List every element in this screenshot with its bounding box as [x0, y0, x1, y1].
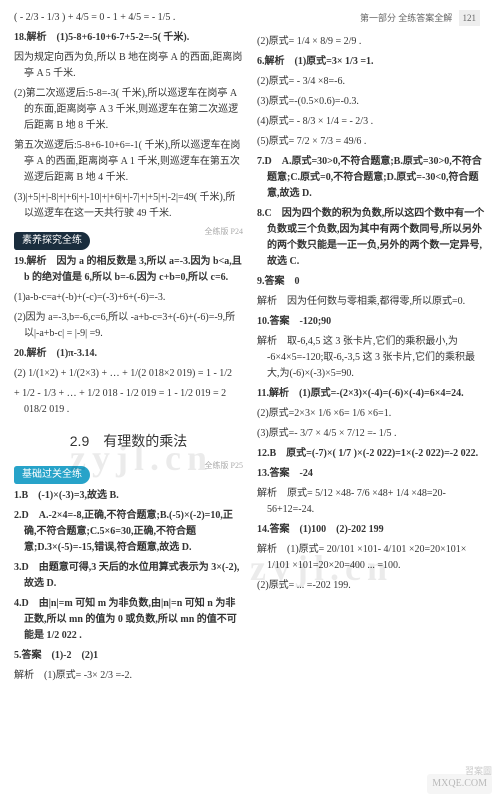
item-18: 18.解析 (1)5-8+6-10+6-7+5-2=-5( 千米). — [14, 30, 243, 46]
item-14: 14.答案 (1)100 (2)-202 199 — [257, 522, 486, 538]
item-number: 5.答案 (1)-2 (2)1 — [14, 650, 98, 661]
item-number: 14.答案 (1)100 (2)-202 199 — [257, 524, 384, 535]
item-6-s5: (5)原式= 7/2 × 7/3 = 49/6 . — [257, 134, 486, 150]
item-9: 9.答案 0 — [257, 274, 486, 290]
item-11: 11.解析 (1)原式=-(2×3)×(-4)=(-6)×(-4)=6×4=24… — [257, 386, 486, 402]
item-14-s2: (2)原式= ... =-202 199. — [257, 578, 486, 594]
item-3: 3.D 由题意可得,3 天后的水位用算式表示为 3×(-2),故选 D. — [14, 560, 243, 592]
item-5-s1: 解析 (1)原式= -3× 2/3 =-2. — [14, 668, 243, 684]
item-7: 7.D A.原式=30>0,不符合题意;B.原式=30>0,不符合题意;C.原式… — [257, 154, 486, 202]
item-4: 4.D 由|n|=m 可知 m 为非负数,由|n|=n 可知 n 为非正数,所以… — [14, 596, 243, 644]
item-20: 20.解析 (1)π-3.14. — [14, 346, 243, 362]
item-6: 6.解析 (1)原式=3× 1/3 =1. — [257, 54, 486, 70]
item-11-s3: (3)原式=- 3/7 × 4/5 × 7/12 =- 1/5 . — [257, 426, 486, 442]
item-6-s2: (2)原式= - 3/4 ×8=-6. — [257, 74, 486, 90]
item-11-s2: (2)原式=2×3× 1/6 ×6= 1/6 ×6=1. — [257, 406, 486, 422]
item-number: 11.解析 (1)原式=-(2×3)×(-4)=(-6)×(-4)=6×4=24… — [257, 388, 464, 399]
item-number: 10.答案 -120;90 — [257, 316, 331, 327]
item-number: 19.解析 因为 a 的相反数是 3,所以 a=-3.因为 b<a,且 b 的绝… — [14, 256, 242, 283]
item-number: 13.答案 -24 — [257, 468, 313, 479]
item-number: 20.解析 (1)π-3.14. — [14, 348, 97, 359]
page-header: 第一部分 全练答案全解 121 — [257, 10, 486, 26]
pageref-jichu: 全练版 P25 — [205, 460, 243, 473]
item-19-s1: (1)a-b-c=a+(-b)+(-c)=(-3)+6+(-6)=-3. — [14, 290, 243, 306]
item-number: 12.B 原式=(-7)×( 1/7 )×(-2 022)=1×(-2 022)… — [257, 448, 478, 459]
item-13-s1: 解析 原式= 5/12 ×48- 7/6 ×48+ 1/4 ×48=20-56+… — [257, 486, 486, 518]
item-18-p3: 第五次巡逻后:5-8+6-10+6=-1( 千米),所以巡逻车在岗亭 A 的西面… — [14, 138, 243, 186]
item-10: 10.答案 -120;90 — [257, 314, 486, 330]
item-number: 9.答案 0 — [257, 276, 300, 287]
jichu-section: 基础过关全练 全练版 P25 1.B (-1)×(-3)=3,故选 B. 2.D… — [14, 460, 243, 684]
item-2: 2.D A.-2×4=-8,正确,不符合题意;B.(-5)×(-2)=10,正确… — [14, 508, 243, 556]
item-9-s1: 解析 因为任何数与零相乘,都得零,所以原式=0. — [257, 294, 486, 310]
expr-line: ( - 2/3 - 1/3 ) + 4/5 = 0 - 1 + 4/5 = - … — [14, 10, 243, 26]
item-5: 5.答案 (1)-2 (2)1 — [14, 648, 243, 664]
tag-jichu: 基础过关全练 — [14, 466, 90, 484]
item-number: 4.D 由|n|=m 可知 m 为非负数,由|n|=n 可知 n 为非正数,所以… — [14, 598, 237, 641]
item-number: 3.D 由题意可得,3 天后的水位用算式表示为 3×(-2),故选 D. — [14, 562, 239, 589]
item-number: 18.解析 (1)5-8+6-10+6-7+5-2=-5( 千米). — [14, 32, 189, 43]
item-12: 12.B 原式=(-7)×( 1/7 )×(-2 022)=1×(-2 022)… — [257, 446, 486, 462]
right-column: 第一部分 全练答案全解 121 (2)原式= 1/4 × 8/9 = 2/9 .… — [257, 10, 486, 790]
item-number: 1.B (-1)×(-3)=3,故选 B. — [14, 490, 119, 501]
item-8: 8.C 因为四个数的积为负数,所以这四个数中有一个负数或三个负数,因为其中有两个… — [257, 206, 486, 270]
item-number: 8.C 因为四个数的积为负数,所以这四个数中有一个负数或三个负数,因为其中有两个… — [257, 208, 484, 267]
item-19-s2: (2)因为 a=-3,b=-6,c=6,所以 -a+b-c=3+(-6)+(-6… — [14, 310, 243, 342]
header-title: 全练答案全解 — [398, 13, 452, 23]
page-root: ( - 2/3 - 1/3 ) + 4/5 = 0 - 1 + 4/5 = - … — [0, 0, 500, 800]
item-20-s2: + 1/2 - 1/3 + … + 1/2 018 - 1/2 019 = 1 … — [14, 386, 243, 418]
footer-url: MXQE.COM — [427, 774, 492, 794]
suyang-section: 素养探究全练 全练版 P24 19.解析 因为 a 的相反数是 3,所以 a=-… — [14, 226, 243, 418]
r-line-0: (2)原式= 1/4 × 8/9 = 2/9 . — [257, 34, 486, 50]
item-18-p4: (3)|+5|+|-8|+|+6|+|-10|+|+6|+|-7|+|+5|+|… — [14, 190, 243, 222]
item-6-s3: (3)原式=-(0.5×0.6)=-0.3. — [257, 94, 486, 110]
item-6-s4: (4)原式= - 8/3 × 1/4 = - 2/3 . — [257, 114, 486, 130]
item-14-s1: 解析 (1)原式= 20/101 ×101- 4/101 ×20=20×101×… — [257, 542, 486, 574]
item-number: 2.D A.-2×4=-8,正确,不符合题意;B.(-5)×(-2)=10,正确… — [14, 510, 233, 553]
pageref-suyang: 全练版 P24 — [205, 226, 243, 239]
item-number: 6.解析 (1)原式=3× 1/3 =1. — [257, 56, 374, 67]
section-title: 2.9 有理数的乘法 — [14, 430, 243, 452]
top-block: ( - 2/3 - 1/3 ) + 4/5 = 0 - 1 + 4/5 = - … — [14, 10, 243, 222]
item-10-s1: 解析 取-6,4,5 这 3 张卡片,它们的乘积最小,为 -6×4×5=-120… — [257, 334, 486, 382]
tag-suyang: 素养探究全练 — [14, 232, 90, 250]
item-20-s1: (2) 1/(1×2) + 1/(2×3) + … + 1/(2 018×2 0… — [14, 366, 243, 382]
left-column: ( - 2/3 - 1/3 ) + 4/5 = 0 - 1 + 4/5 = - … — [14, 10, 243, 790]
item-18-p1: 因为规定向西为负,所以 B 地在岗亭 A 的西面,距离岗亭 A 5 千米. — [14, 50, 243, 82]
item-19: 19.解析 因为 a 的相反数是 3,所以 a=-3.因为 b<a,且 b 的绝… — [14, 254, 243, 286]
page-number: 121 — [459, 10, 481, 26]
item-number: 7.D A.原式=30>0,不符合题意;B.原式=30>0,不符合题意;C.原式… — [257, 156, 482, 199]
item-1: 1.B (-1)×(-3)=3,故选 B. — [14, 488, 243, 504]
header-part: 第一部分 — [360, 13, 396, 23]
item-18-p2: (2)第二次巡逻后:5-8=-3( 千米),所以巡逻车在岗亭 A 的东面,距离岗… — [14, 86, 243, 134]
item-13: 13.答案 -24 — [257, 466, 486, 482]
